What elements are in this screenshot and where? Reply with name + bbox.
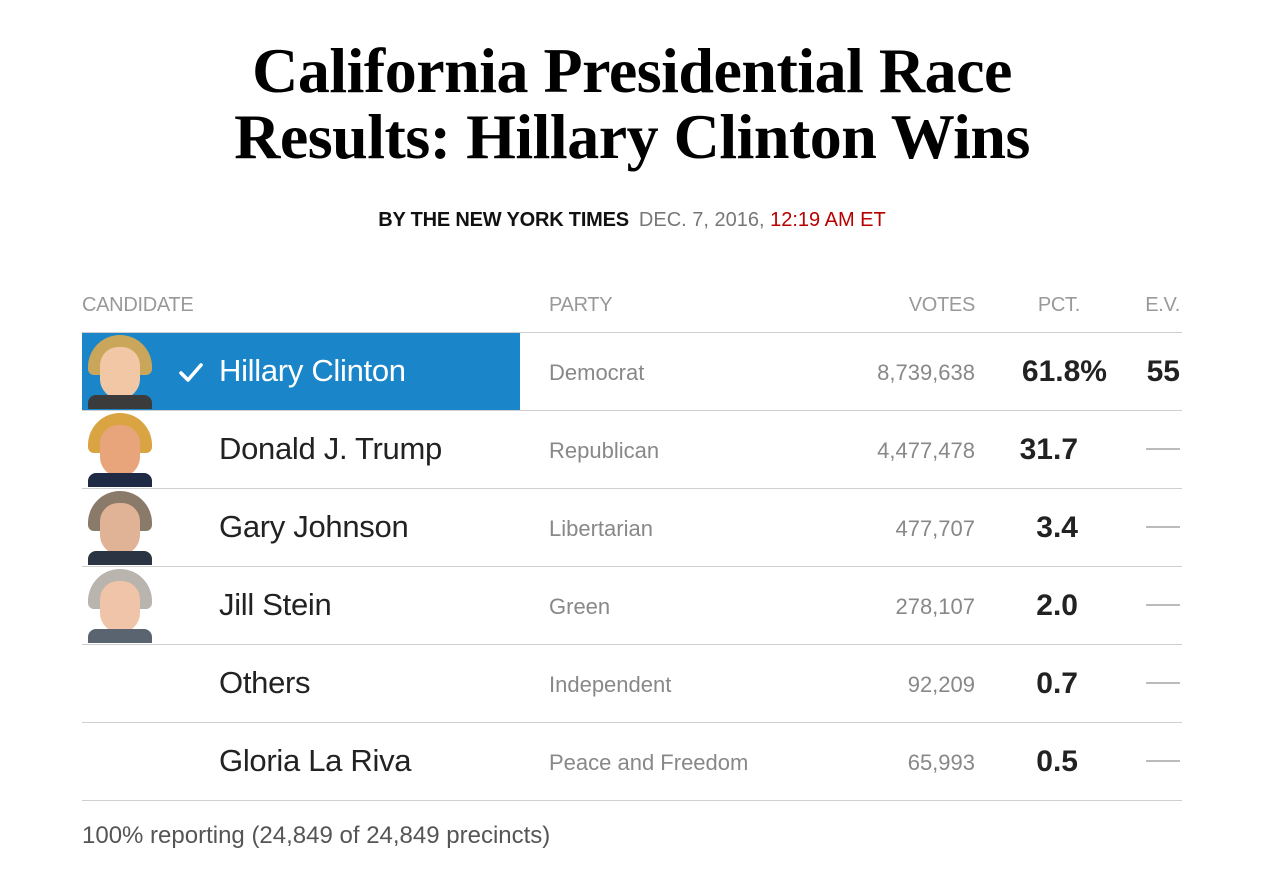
- ev-none-dash: [1146, 604, 1180, 606]
- header-candidate: CANDIDATE: [82, 294, 194, 316]
- candidate-name: Hillary Clinton: [219, 353, 406, 388]
- candidate-name: Donald J. Trump: [219, 431, 442, 466]
- candidate-pct: 31.7: [1019, 433, 1078, 466]
- table-row: Jill Stein Green 278,107 2.0: [82, 567, 1182, 645]
- donald-trump-photo: [88, 413, 152, 487]
- header-pct: PCT.: [1037, 294, 1080, 316]
- ev-none-dash: [1146, 448, 1180, 450]
- candidate-party: Peace and Freedom: [549, 750, 749, 775]
- candidate-ev: 55: [1146, 355, 1180, 388]
- header-party: PARTY: [549, 294, 613, 316]
- candidate-party: Independent: [549, 672, 672, 697]
- candidate-name: Jill Stein: [219, 587, 332, 622]
- ev-none-dash: [1146, 682, 1180, 684]
- table-row: Others Independent 92,209 0.7: [82, 645, 1182, 723]
- table-row: Hillary Clinton Democrat 8,739,638 61.8%…: [82, 333, 1182, 411]
- candidate-photo: [82, 411, 156, 488]
- candidate-photo: [82, 567, 156, 644]
- table-row: Gary Johnson Libertarian 477,707 3.4: [82, 489, 1182, 567]
- title-line-2: Results: Hillary Clinton Wins: [234, 101, 1030, 172]
- winner-highlight: [82, 333, 520, 410]
- candidate-pct: 61.8%: [1021, 355, 1107, 388]
- candidate-votes: 4,477,478: [877, 438, 975, 463]
- candidate-name: Gary Johnson: [219, 509, 409, 544]
- byline-date: DEC. 7, 2016,: [638, 209, 765, 231]
- ev-none-dash: [1146, 760, 1180, 762]
- hillary-clinton-photo: [88, 335, 152, 409]
- candidate-name: Others: [219, 665, 311, 700]
- title-line-1: California Presidential Race: [252, 35, 1012, 106]
- byline-time: 12:19 AM ET: [770, 209, 886, 231]
- table-row: Gloria La Riva Peace and Freedom 65,993 …: [82, 723, 1182, 801]
- candidate-party: Libertarian: [549, 516, 653, 541]
- candidate-votes: 92,209: [907, 672, 975, 697]
- candidate-pct: 0.7: [1036, 667, 1078, 700]
- candidate-votes: 8,739,638: [877, 360, 975, 385]
- candidate-pct: 0.5: [1036, 745, 1078, 778]
- results-table: CANDIDATE PARTY VOTES PCT. E.V. Hillary …: [82, 288, 1182, 801]
- ev-none-dash: [1146, 526, 1180, 528]
- header-votes: VOTES: [908, 294, 976, 316]
- candidate-party: Democrat: [549, 360, 645, 385]
- header-ev: E.V.: [1145, 294, 1180, 316]
- candidate-photo: [82, 489, 156, 566]
- candidate-party: Green: [549, 594, 611, 619]
- candidate-pct: 3.4: [1036, 511, 1078, 544]
- gary-johnson-photo: [88, 491, 152, 565]
- byline-author: BY THE NEW YORK TIMES: [378, 209, 629, 231]
- candidate-photo: [82, 333, 156, 410]
- candidate-party: Republican: [549, 438, 660, 463]
- page-title: California Presidential Race Results: Hi…: [0, 38, 1264, 170]
- candidate-votes: 477,707: [895, 516, 975, 541]
- candidate-name: Gloria La Riva: [219, 743, 412, 778]
- results-header: CANDIDATE PARTY VOTES PCT. E.V.: [82, 288, 1182, 333]
- candidate-votes: 65,993: [907, 750, 975, 775]
- candidate-pct: 2.0: [1036, 589, 1078, 622]
- checkmark-icon: [179, 363, 203, 382]
- table-row: Donald J. Trump Republican 4,477,478 31.…: [82, 411, 1182, 489]
- jill-stein-photo: [88, 569, 152, 643]
- candidate-votes: 278,107: [895, 594, 975, 619]
- byline: BY THE NEW YORK TIMES DEC. 7, 2016, 12:19…: [0, 207, 1264, 233]
- reporting-status: 100% reporting (24,849 of 24,849 precinc…: [82, 822, 551, 849]
